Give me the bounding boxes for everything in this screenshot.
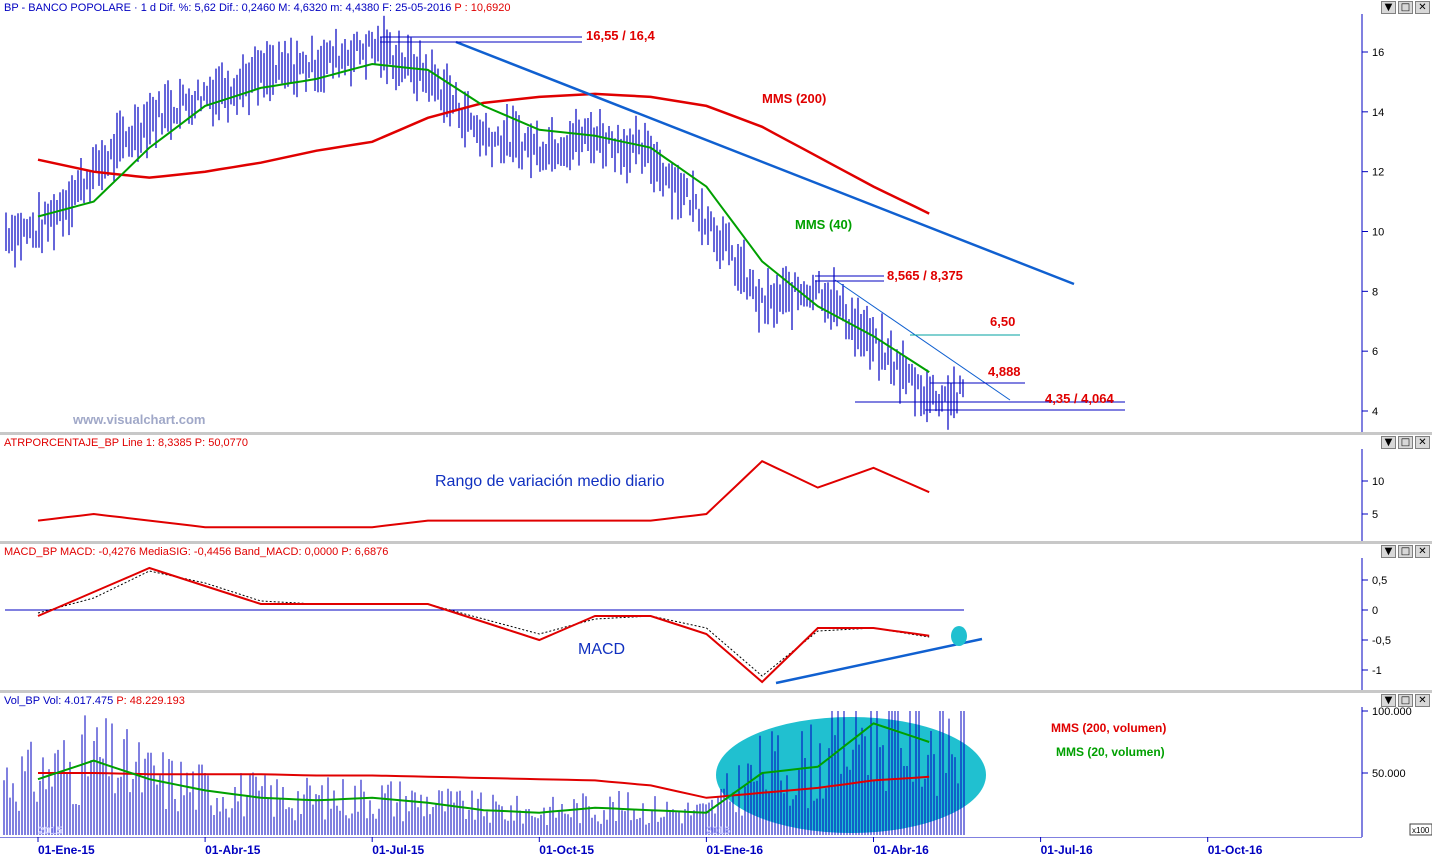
x-label: 01-Abr-15 [205, 843, 261, 857]
minimize-button[interactable]: ▼ [1381, 545, 1396, 558]
macd-title-price: P: 6,6876 [341, 546, 389, 558]
macd-y-label: 0 [1372, 605, 1378, 617]
atr-y-ticks: 10 5 [1362, 476, 1384, 521]
minimize-button[interactable]: ▼ [1381, 694, 1396, 707]
price-panel-title: BP - BANCO POPOLARE · 1 d Dif. %: 5,62 D… [4, 2, 511, 14]
x-label: 01-Jul-15 [372, 843, 424, 857]
price-panel-buttons: ▼ □ ✕ [1381, 1, 1430, 14]
x-label: 01-Oct-15 [539, 843, 594, 857]
price-chart-svg: 16 14 12 10 8 6 4 16,55 / 16,4 MMS (200) MMS (… [5, 14, 1384, 432]
volume-panel-buttons: ▼ □ ✕ [1381, 694, 1430, 707]
year-tag-2016: 2016 [706, 825, 730, 837]
atr-line [37, 460, 930, 529]
price-y-label: 12 [1372, 167, 1384, 179]
mms40-line [37, 62, 930, 373]
atr-title-price: P: 50,0770 [194, 437, 248, 449]
macd-line [37, 566, 930, 684]
atr-title-name: ATRPORCENTAJE_BP Line 1: 8,3385 [4, 437, 192, 449]
x-axis-ticks: 01-Ene-15 01-Abr-15 01-Jul-15 01-Oct-15 01-E… [37, 837, 1263, 857]
macd-panel-title: MACD_BP MACD: -0,4276 MediaSIG: -0,4456 … [4, 546, 388, 558]
atr-panel-title: ATRPORCENTAJE_BP Line 1: 8,3385 P: 50,07… [4, 437, 248, 449]
volume-title-name: Vol_BP Vol: 4.017.475 [4, 695, 114, 707]
macd-y-label: -1 [1372, 665, 1382, 677]
separator-1[interactable] [0, 432, 1432, 435]
close-button[interactable]: ✕ [1415, 545, 1430, 558]
macd-trend-line [775, 637, 983, 685]
label-4888: 4,888 [988, 364, 1021, 379]
macd-y-ticks: 0,5 0 -0,5 -1 [1362, 575, 1391, 677]
macd-annotation: MACD [578, 641, 625, 658]
atr-y-label: 10 [1372, 476, 1384, 488]
label-high: 16,55 / 16,4 [586, 28, 655, 43]
scale-tag-box [1409, 823, 1432, 836]
price-title-price: P : 10,6920 [454, 2, 511, 14]
label-mms200: MMS (200) [762, 91, 826, 106]
volume-mms200-label: MMS (200, volumen) [1051, 721, 1166, 735]
label-650: 6,50 [990, 314, 1015, 329]
label-435: 4,35 / 4,064 [1045, 391, 1114, 406]
price-y-label: 14 [1372, 107, 1384, 119]
atr-annotation: Rango de variación medio diario [435, 473, 665, 490]
label-mms40: MMS (40) [795, 217, 852, 232]
mms200-line [37, 92, 930, 215]
volume-y-label: 50.000 [1372, 768, 1406, 780]
separator-3[interactable] [0, 690, 1432, 693]
downtrend-line [455, 40, 1075, 286]
price-y-label: 10 [1372, 227, 1384, 239]
x-label: 01-Abr-16 [874, 843, 930, 857]
x-label: 01-Ene-16 [706, 843, 763, 857]
scale-tag: x100 [1412, 826, 1430, 835]
volume-panel-title: Vol_BP Vol: 4.017.475 P: 48.229.193 [4, 695, 185, 707]
price-bars [5, 15, 964, 430]
macd-highlight-circle [951, 626, 967, 646]
watermark: www.visualchart.com [72, 412, 205, 427]
price-y-label: 16 [1372, 47, 1384, 59]
macd-y-label: 0,5 [1372, 575, 1387, 587]
macd-signal-line [37, 570, 930, 677]
price-panel: BP - BANCO POPOLARE · 1 d Dif. %: 5,62 D… [4, 1, 1430, 432]
maximize-button[interactable]: □ [1398, 436, 1413, 449]
short-trend-line [834, 279, 1011, 401]
price-y-ticks: 16 14 12 10 8 6 4 [1362, 47, 1384, 418]
minimize-button[interactable]: ▼ [1381, 1, 1396, 14]
price-y-label: 8 [1372, 286, 1378, 298]
volume-y-ticks: 100.000 50.000 [1362, 706, 1412, 780]
label-8565: 8,565 / 8,375 [887, 268, 963, 283]
atr-chart-svg: 10 5 Rango de variación medio diario [37, 449, 1384, 541]
macd-chart-svg: 0,5 0 -0,5 -1 MACD [5, 558, 1391, 690]
maximize-button[interactable]: □ [1398, 545, 1413, 558]
x-axis-panel: 01-Ene-15 01-Abr-15 01-Jul-15 01-Oct-15 01-E… [0, 837, 1432, 857]
close-button[interactable]: ✕ [1415, 1, 1430, 14]
separator-2[interactable] [0, 541, 1432, 544]
volume-mms20-line [37, 722, 930, 814]
minimize-button[interactable]: ▼ [1381, 436, 1396, 449]
x-label: 01-Jul-16 [1041, 843, 1093, 857]
price-y-label: 4 [1372, 406, 1378, 418]
volume-mms20-label: MMS (20, volumen) [1056, 745, 1165, 759]
macd-title-name: MACD_BP MACD: -0,4276 MediaSIG: -0,4456 … [4, 546, 339, 558]
price-y-label: 6 [1372, 346, 1378, 358]
close-button[interactable]: ✕ [1415, 694, 1430, 707]
volume-chart-svg: 100.000 50.000 MMS (200, volumen) MMS (20… [3, 706, 1432, 837]
maximize-button[interactable]: □ [1398, 694, 1413, 707]
volume-panel: Vol_BP Vol: 4.017.475 P: 48.229.193 ▼ □ … [0, 693, 1432, 837]
volume-title-price: P: 48.229.193 [116, 695, 185, 707]
x-label: 01-Oct-16 [1208, 843, 1263, 857]
close-button[interactable]: ✕ [1415, 436, 1430, 449]
x-axis-svg: 01-Ene-15 01-Abr-15 01-Jul-15 01-Oct-15 01-E… [0, 837, 1362, 857]
horizontal-levels [380, 36, 1125, 411]
year-tag-2015: 2015 [38, 825, 62, 837]
atr-panel-buttons: ▼ □ ✕ [1381, 436, 1430, 449]
volume-y-label: 100.000 [1372, 706, 1412, 718]
price-title-name: BP - BANCO POPOLARE · 1 d Dif. %: 5,62 D… [4, 2, 452, 14]
atr-panel: ATRPORCENTAJE_BP Line 1: 8,3385 P: 50,07… [0, 435, 1432, 541]
macd-y-label: -0,5 [1372, 635, 1391, 647]
macd-panel-buttons: ▼ □ ✕ [1381, 545, 1430, 558]
volume-mms200-line [38, 772, 930, 799]
atr-y-label: 5 [1372, 509, 1378, 521]
maximize-button[interactable]: □ [1398, 1, 1413, 14]
macd-panel: MACD_BP MACD: -0,4276 MediaSIG: -0,4456 … [0, 544, 1432, 690]
x-label: 01-Ene-15 [38, 843, 95, 857]
